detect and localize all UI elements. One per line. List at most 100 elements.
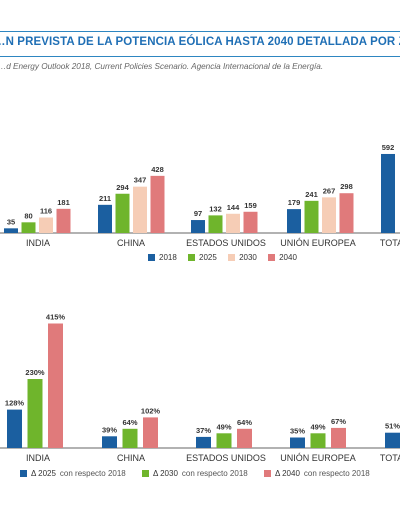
bar-estados-unidos-2030 xyxy=(226,213,240,233)
legend-suffix-delta-2030: con respecto 2018 xyxy=(181,469,248,478)
legend-item-2018: 2018 xyxy=(148,253,177,262)
bar-china-2018 xyxy=(98,204,112,233)
legend-swatch-2025 xyxy=(188,254,196,262)
bar-union-europea-2025 xyxy=(290,437,305,448)
data-label-tota-2025: 51% xyxy=(385,422,400,431)
bar-union-europea-2030 xyxy=(310,433,326,448)
data-label-union-europea-2040: 298 xyxy=(340,182,353,191)
legend-suffix-delta-2025: con respecto 2018 xyxy=(59,469,126,478)
data-label-china-2018: 211 xyxy=(99,194,111,203)
growth-percentage-chart: 128% 230% 415% INDIA 39% 64% 102% CHINA 37% 49% 64… xyxy=(0,313,400,463)
installed-capacity-chart: 35 80 116 181 INDIA 211 294 347 428 CHINA 97 132 144… xyxy=(0,143,400,248)
bar-union-europea-2018 xyxy=(287,209,301,233)
growth-legend: Δ 2025 con respecto 2018 Δ 2030 con respec… xyxy=(20,469,384,478)
data-label-india-2018: 35 xyxy=(7,217,15,226)
data-label-china-2025: 39% xyxy=(102,425,117,434)
bar-china-2030 xyxy=(122,428,138,448)
legend-swatch-delta-2025 xyxy=(20,470,27,478)
legend-label-delta-2040: Δ 2040 xyxy=(274,469,300,478)
data-label-estados-unidos-2030: 144 xyxy=(227,203,240,212)
bar-india-2040 xyxy=(48,323,63,448)
data-label-india-2025: 128% xyxy=(5,399,25,408)
category-label-tota: TOTA… xyxy=(380,453,400,463)
category-label-india: INDIA xyxy=(26,238,50,248)
data-label-india-2030: 230% xyxy=(25,368,45,377)
legend-item-2030: 2030 xyxy=(228,253,257,262)
data-label-union-europea-2018: 179 xyxy=(288,198,301,207)
data-label-india-2025: 80 xyxy=(24,211,32,220)
bar-india-2025 xyxy=(21,222,36,233)
data-label-china-2040: 428 xyxy=(151,165,164,174)
bar-china-2040 xyxy=(150,175,165,233)
bar-estados-unidos-2018 xyxy=(191,220,205,233)
bar-estados-unidos-2025 xyxy=(196,436,211,448)
legend-swatch-2018 xyxy=(148,254,155,262)
bar-tota-2025 xyxy=(385,432,400,448)
data-label-union-europea-2030: 49% xyxy=(310,422,325,431)
legend-item-delta-2040: Δ 2040 con respecto 2018 xyxy=(263,469,370,478)
bar-estados-unidos-2025 xyxy=(208,215,223,233)
bar-estados-unidos-2040 xyxy=(243,211,258,233)
bar-india-2025 xyxy=(7,409,22,448)
bar-china-2025 xyxy=(102,436,117,448)
data-label-union-europea-2040: 67% xyxy=(331,417,346,426)
data-label-india-2040: 181 xyxy=(57,198,70,207)
bar-union-europea-2040 xyxy=(339,193,354,233)
source-note: …d Energy Outlook 2018, Current Policies… xyxy=(0,62,324,71)
data-label-union-europea-2025: 241 xyxy=(305,190,318,199)
chart-title: …N PREVISTA DE LA POTENCIA EÓLICA HASTA … xyxy=(0,36,400,48)
category-label-estados-unidos: ESTADOS UNIDOS xyxy=(186,238,266,248)
data-label-estados-unidos-2040: 64% xyxy=(237,418,252,427)
legend-item-delta-2030: Δ 2030 con respecto 2018 xyxy=(141,469,248,478)
category-label-china: CHINA xyxy=(117,453,145,463)
category-label-union-europea: UNIÓN EUROPEA xyxy=(280,238,356,248)
bar-india-2018 xyxy=(4,228,18,233)
data-label-india-2030: 116 xyxy=(40,207,52,216)
bar-india-2030 xyxy=(27,379,43,448)
bar-tota-2018 xyxy=(381,153,395,233)
legend-label-delta-2025: Δ 2025 xyxy=(31,469,56,478)
legend-swatch-2040 xyxy=(268,254,276,262)
bar-union-europea-2040 xyxy=(331,427,346,448)
category-label-union-europea: UNIÓN EUROPEA xyxy=(280,453,356,463)
bar-china-2025 xyxy=(115,193,130,233)
data-label-china-2030: 64% xyxy=(122,418,137,427)
legend-label-2025: 2025 xyxy=(199,253,217,262)
legend-item-2025: 2025 xyxy=(188,253,217,262)
legend-swatch-2030 xyxy=(228,254,236,262)
legend-item-delta-2025: Δ 2025 con respecto 2018 xyxy=(20,469,126,478)
data-label-estados-unidos-2025: 37% xyxy=(196,426,211,435)
data-label-china-2025: 294 xyxy=(116,183,129,192)
capacity-legend: 2018 2025 2030 2040 xyxy=(148,253,306,262)
legend-item-2040: 2040 xyxy=(268,253,297,262)
data-label-india-2040: 415% xyxy=(46,313,66,322)
legend-swatch-delta-2040 xyxy=(263,470,271,478)
data-label-union-europea-2025: 35% xyxy=(290,427,305,436)
category-label-china: CHINA xyxy=(117,238,145,248)
data-label-tota-2018: 592 xyxy=(382,143,395,152)
bar-union-europea-2025 xyxy=(304,200,319,233)
bar-union-europea-2030 xyxy=(322,197,336,233)
legend-swatch-delta-2030 xyxy=(141,470,149,478)
data-label-estados-unidos-2018: 97 xyxy=(194,209,202,218)
legend-label-2040: 2040 xyxy=(279,253,297,262)
bar-estados-unidos-2030 xyxy=(216,433,232,448)
bar-estados-unidos-2040 xyxy=(237,428,252,448)
legend-label-2018: 2018 xyxy=(159,253,177,262)
legend-label-delta-2030: Δ 2030 xyxy=(152,469,178,478)
legend-suffix-delta-2040: con respecto 2018 xyxy=(303,469,370,478)
title-bar: …N PREVISTA DE LA POTENCIA EÓLICA HASTA … xyxy=(0,31,400,57)
data-label-china-2030: 347 xyxy=(134,176,147,185)
legend-label-2030: 2030 xyxy=(239,253,257,262)
data-label-estados-unidos-2030: 49% xyxy=(216,422,231,431)
category-label-india: INDIA xyxy=(26,453,50,463)
data-label-estados-unidos-2025: 132 xyxy=(209,204,222,213)
bar-china-2030 xyxy=(133,186,147,233)
category-label-tota: TOTA… xyxy=(380,238,400,248)
data-label-union-europea-2030: 267 xyxy=(323,186,336,195)
bar-india-2030 xyxy=(39,217,53,233)
data-label-china-2040: 102% xyxy=(141,406,161,415)
bar-india-2040 xyxy=(56,208,71,233)
data-label-estados-unidos-2040: 159 xyxy=(244,201,257,210)
bar-china-2040 xyxy=(143,417,158,448)
